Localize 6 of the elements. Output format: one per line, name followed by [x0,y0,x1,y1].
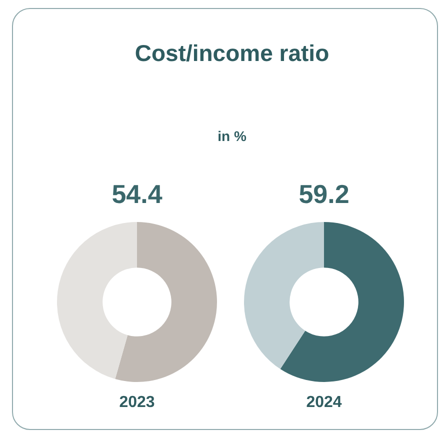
text: in % [216,128,248,144]
text: Cost/income ratio [134,39,330,68]
text: 2023 [118,394,156,412]
data-label: 54.4 [112,179,163,210]
data-label: 59.2 [298,179,350,210]
text: 2024 [305,394,343,412]
